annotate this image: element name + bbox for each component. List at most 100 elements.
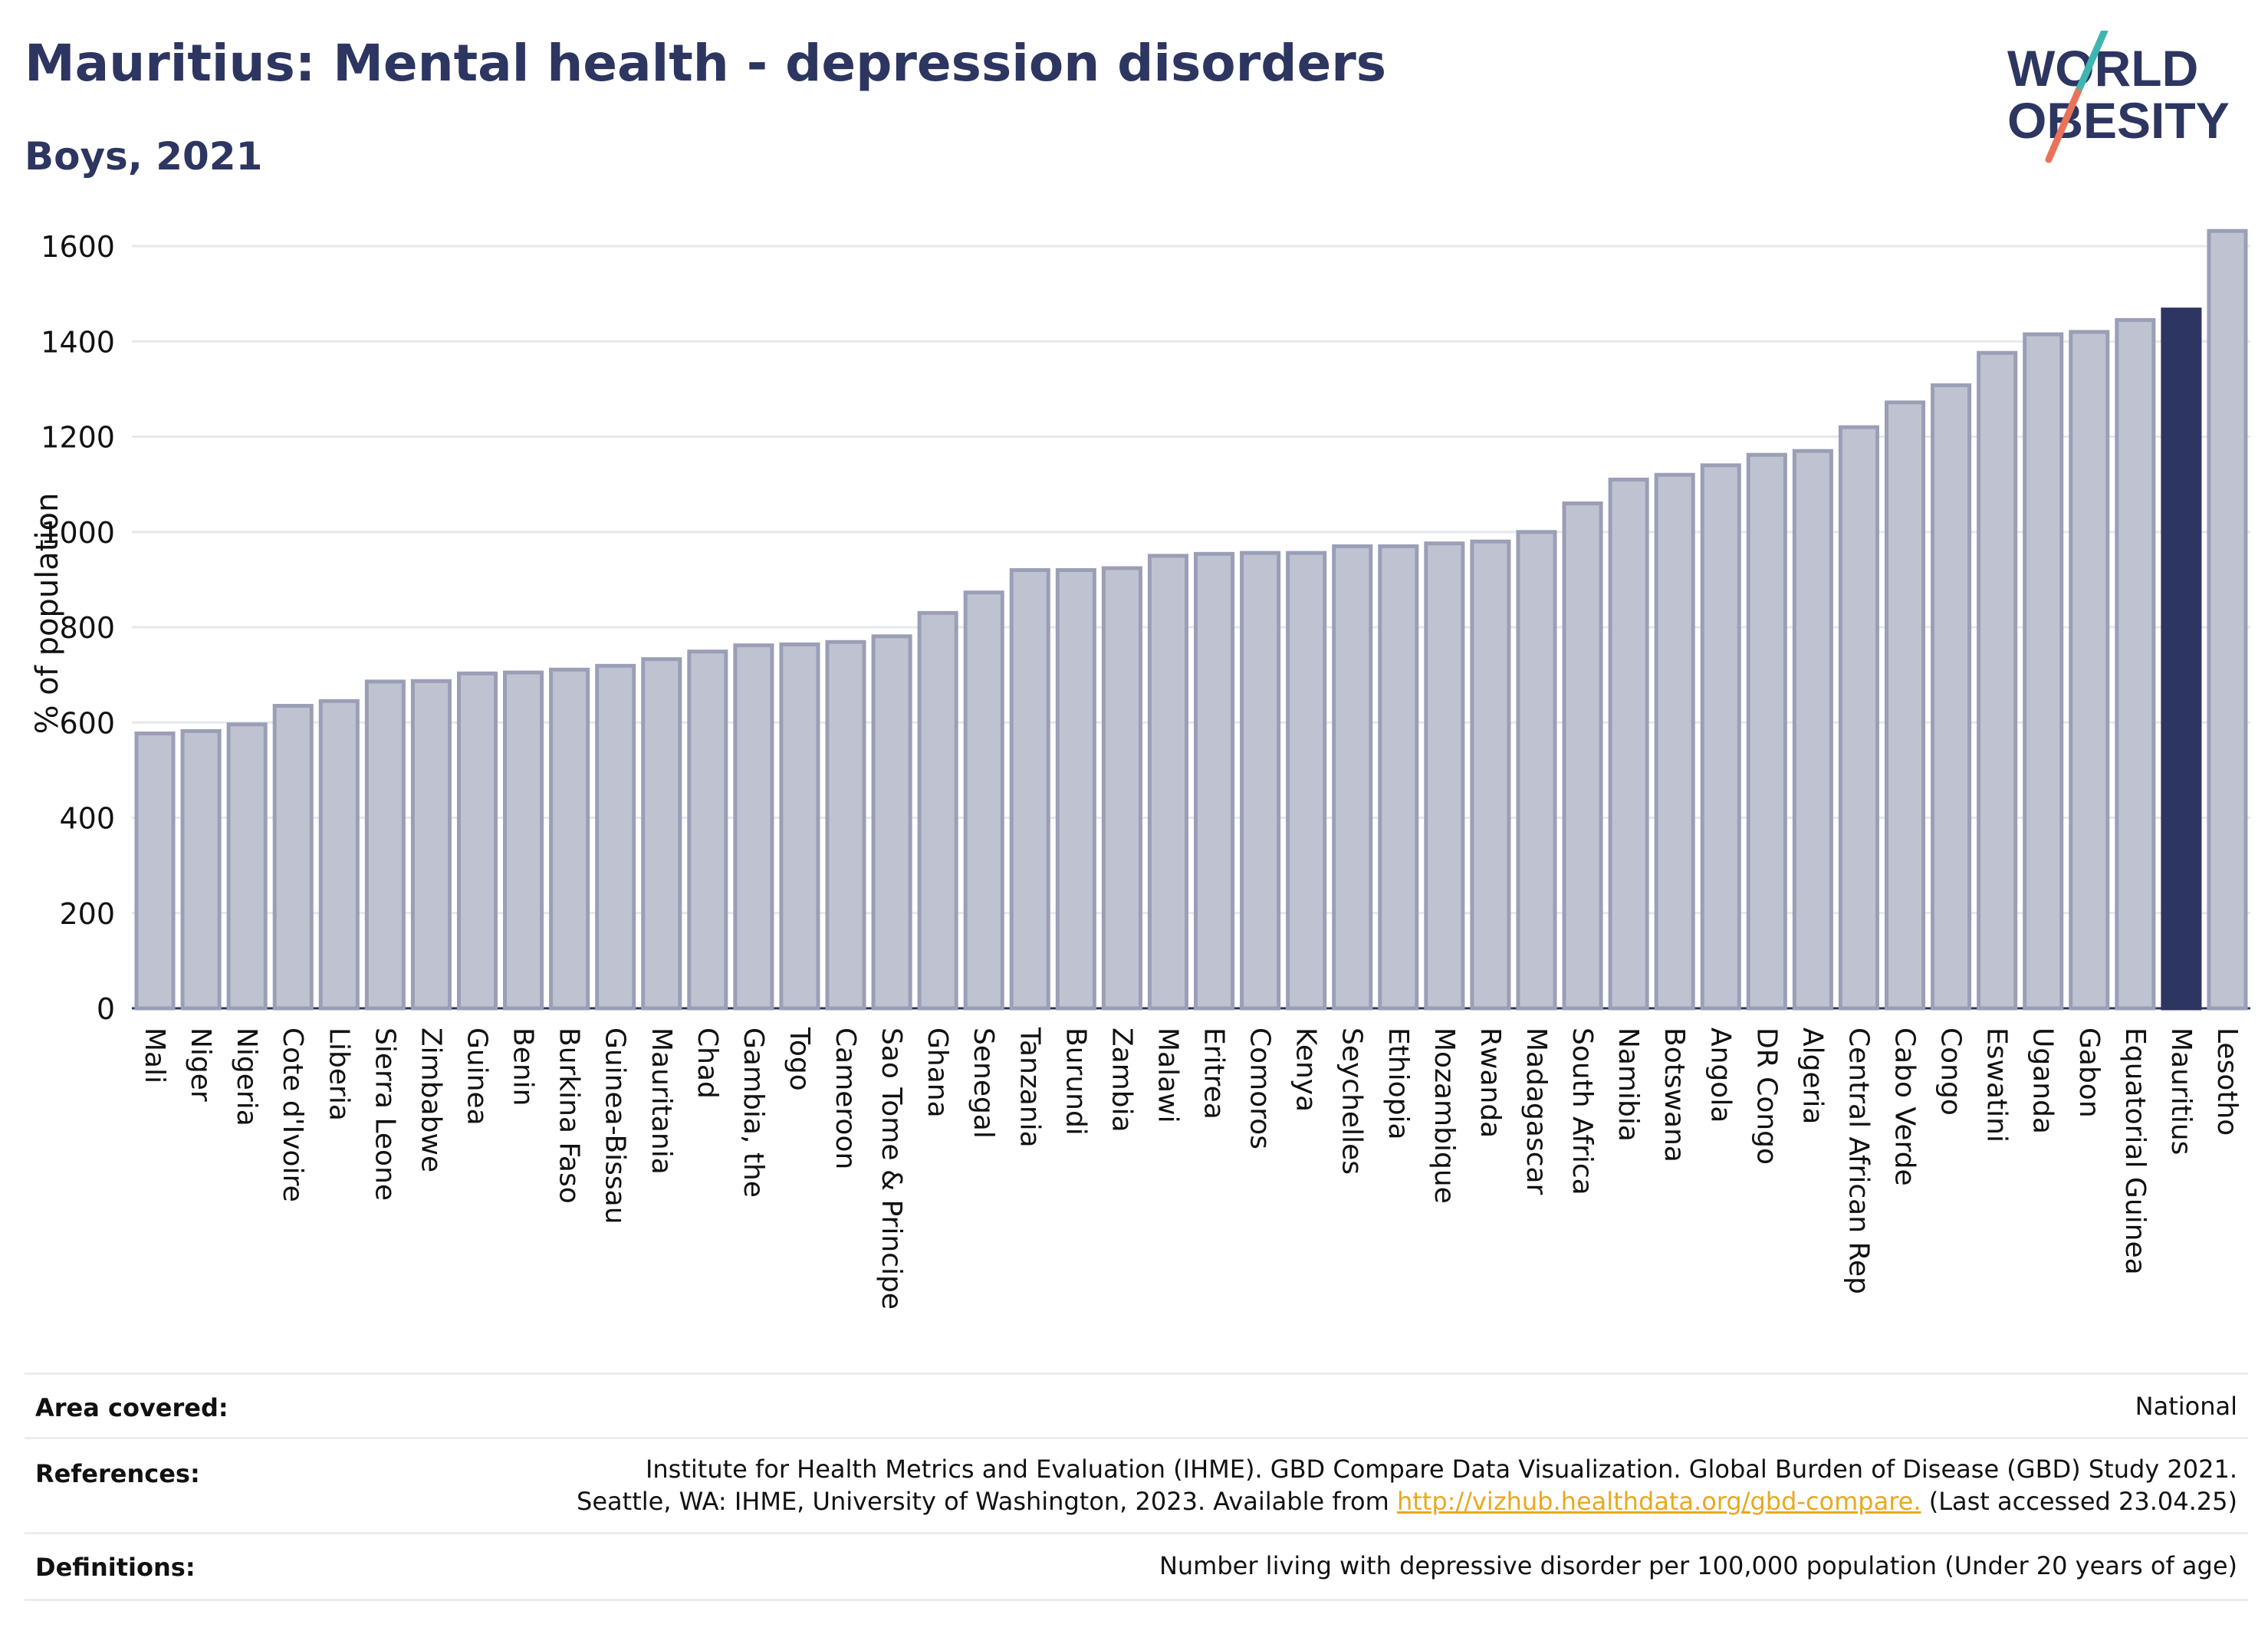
world-obesity-logo: WORLD OBESITY (2007, 31, 2230, 163)
bar-cameroon (825, 639, 866, 1011)
x-tick-label: Mali (139, 1027, 170, 1083)
definitions-label: Definitions: (35, 1553, 196, 1582)
bar-zambia (1101, 566, 1142, 1011)
bar-chad (687, 649, 728, 1011)
references-line-2-suffix: (Last accessed 23.04.25) (1921, 1487, 2237, 1516)
logo-slash-coral (2045, 88, 2082, 163)
x-tick-label: Rwanda (1474, 1027, 1506, 1138)
bar-chart: 0 200 400 600 800 1000 1200 1400 1600 Mali Niger N… (30, 228, 2250, 1310)
x-tick-label: Liberia (323, 1027, 354, 1121)
x-tick-label: Seychelles (1336, 1027, 1368, 1175)
bar-niger (180, 728, 222, 1011)
bar-guinea-bissau (595, 663, 636, 1011)
x-tick-label: Algeria (1796, 1027, 1828, 1125)
area-row: Area covered: National (25, 1373, 2248, 1439)
x-tick-label: Cameroon (830, 1027, 861, 1169)
bar-liberia (318, 699, 360, 1011)
bar-lesotho (2207, 228, 2248, 1011)
x-tick-label: Guinea (461, 1027, 492, 1126)
bar-mozambique (1424, 541, 1465, 1011)
bar-mauritius (2161, 307, 2202, 1011)
y-tick-label: 1200 (41, 421, 115, 455)
references-row: References: Institute for Health Metrics… (25, 1437, 2248, 1534)
bar-uganda (2023, 332, 2064, 1011)
bar-cote-d-ivoire (272, 704, 314, 1011)
definitions-value: Number living with depressive disorder p… (1159, 1551, 2237, 1580)
references-value: Institute for Health Metrics and Evaluat… (577, 1453, 2237, 1517)
chart-subtitle: Boys, 2021 (25, 134, 263, 179)
x-tick-label: South Africa (1566, 1027, 1598, 1195)
bar-eritrea (1194, 551, 1235, 1011)
bar-gambia-the (733, 643, 774, 1011)
x-tick-label: Cabo Verde (1889, 1027, 1921, 1186)
x-tick-label: Namibia (1612, 1027, 1644, 1142)
bar-eswatini (1977, 350, 2018, 1011)
bar-equatorial-guinea (2115, 317, 2156, 1011)
bar-sierra-leone (364, 679, 406, 1011)
logo-text-obesity: OBESITY (2007, 92, 2230, 149)
x-tick-label: Ghana (922, 1027, 953, 1118)
bar-malawi (1147, 554, 1188, 1011)
x-tick-label: Guinea-Bissau (600, 1027, 631, 1225)
area-label: Area covered: (35, 1393, 228, 1422)
logo-text-world: WORLD (2007, 40, 2198, 97)
bar-mali (134, 732, 176, 1011)
bar-seychelles (1332, 544, 1373, 1011)
x-tick-label: Uganda (2027, 1027, 2059, 1134)
bar-south-africa (1562, 501, 1603, 1011)
references-link[interactable]: http://vizhub.healthdata.org/gbd-compare… (1396, 1487, 1921, 1516)
bar-central-african-rep (1838, 425, 1879, 1011)
bar-comoros (1240, 551, 1281, 1011)
x-tick-label: Zambia (1106, 1027, 1137, 1133)
bar-dr-congo (1746, 452, 1787, 1011)
y-tick-label: 1400 (41, 325, 115, 359)
x-tick-label: Mozambique (1428, 1027, 1460, 1204)
x-tick-label: Equatorial Guinea (2119, 1027, 2151, 1275)
x-tick-label: Ethiopia (1382, 1027, 1414, 1140)
x-tick-label: Burundi (1060, 1027, 1091, 1136)
x-tick-label: Gabon (2073, 1027, 2105, 1118)
bar-ethiopia (1378, 544, 1419, 1011)
x-tick-label: Cote d'Ivoire (277, 1027, 308, 1202)
y-tick-label: 400 (59, 802, 115, 836)
bar-zimbabwe (410, 679, 452, 1011)
bar-mauritania (641, 657, 682, 1011)
x-tick-label: Lesotho (2211, 1027, 2243, 1136)
bar-kenya (1286, 551, 1327, 1011)
references-label: References: (35, 1459, 200, 1488)
chart-title: Mauritius: Mental health - depression di… (25, 34, 1387, 93)
x-tick-label: Togo (784, 1027, 815, 1091)
y-tick-label: 800 (59, 611, 115, 645)
bar-guinea (456, 671, 498, 1011)
x-tick-label: Botswana (1658, 1027, 1690, 1162)
x-tick-label: Angola (1704, 1027, 1736, 1123)
y-tick-label: 1000 (41, 516, 115, 550)
x-tick-label: Chad (692, 1027, 723, 1099)
x-tick-label: DR Congo (1750, 1027, 1782, 1165)
x-tick-label: Congo (1935, 1027, 1967, 1116)
x-tick-label: Central African Rep (1842, 1027, 1874, 1294)
bar-ghana (917, 610, 958, 1011)
bar-gabon (2069, 330, 2110, 1011)
bar-benin (503, 670, 544, 1011)
x-tick-label: Mauritania (646, 1027, 677, 1175)
bar-burundi (1055, 567, 1096, 1011)
y-tick-labels: 0 200 400 600 800 1000 1200 1400 1600 (41, 230, 115, 1026)
y-tick-label: 1600 (41, 230, 115, 264)
bar-namibia (1608, 477, 1649, 1011)
x-tick-label: Eritrea (1198, 1027, 1230, 1119)
bar-cabo-verde (1884, 400, 1926, 1011)
info-table: Area covered: National References: Insti… (25, 1373, 2248, 1603)
bar-angola (1700, 463, 1741, 1011)
references-line-2-text: Seattle, WA: IHME, University of Washing… (577, 1487, 1397, 1516)
x-tick-label: Senegal (968, 1027, 999, 1139)
x-tick-label: Madagascar (1520, 1027, 1552, 1195)
x-tick-label: Benin (508, 1027, 539, 1106)
bar-rwanda (1470, 539, 1511, 1011)
logo-slash-teal (2074, 31, 2109, 96)
x-tick-label: Sao Tome & Principe (876, 1027, 907, 1310)
bar-sao-tome-principe (871, 634, 912, 1011)
x-tick-label: Malawi (1152, 1027, 1183, 1123)
bar-senegal (963, 590, 1004, 1011)
x-tick-label: Zimbabwe (415, 1027, 446, 1172)
